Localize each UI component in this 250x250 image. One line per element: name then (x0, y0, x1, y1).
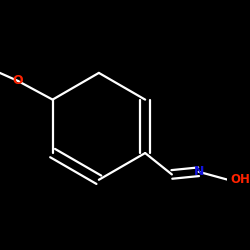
Text: N: N (194, 165, 204, 178)
Text: O: O (12, 74, 23, 88)
Text: OH: OH (231, 173, 250, 186)
